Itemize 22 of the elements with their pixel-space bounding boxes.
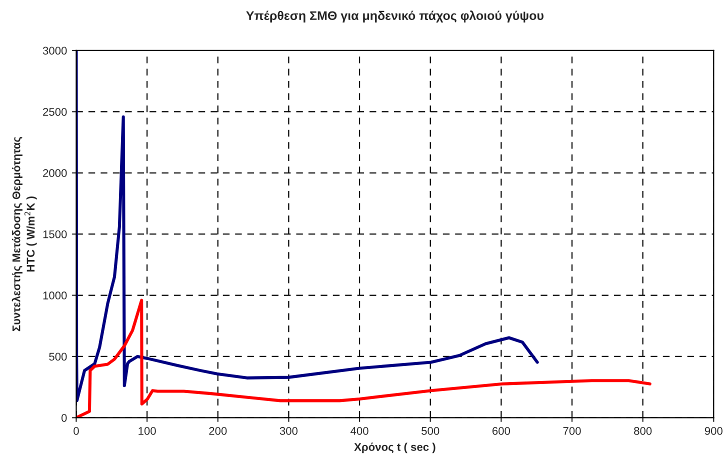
line-series — [76, 298, 652, 418]
x-tick-label: 800 — [634, 427, 652, 435]
y-tick-label: 1500 — [43, 230, 67, 238]
x-tick-label: 400 — [350, 427, 368, 435]
y-axis-title: Συντελεστής Μετάδοσης Θερμότητας HTC ( W/m$^{2}$K ) — [12, 136, 37, 332]
x-tick-label: 300 — [280, 427, 298, 435]
x-axis-title: Χρόνος t ( sec ) — [354, 442, 436, 454]
x-tick-label: 100 — [138, 427, 156, 435]
x-tick-label: 500 — [422, 427, 440, 435]
y-tick-label: 3000 — [42, 46, 67, 55]
x-tick-label: 0 — [74, 427, 79, 435]
y-tick-label: 2000 — [43, 169, 67, 178]
y-tick-label: 1000 — [43, 292, 67, 300]
y-tick-label: 2500 — [43, 108, 67, 116]
x-tick-label: 900 — [704, 427, 722, 435]
y-tick-label: 0 — [61, 414, 67, 422]
line-series — [76, 50, 539, 402]
y-tick-label: 500 — [49, 352, 67, 361]
x-tick-label: 700 — [563, 427, 581, 435]
chart-title: Υπέρθεση ΣΜΘ για μηδενικό πάχος φλοιού γύψου — [246, 10, 544, 23]
x-tick-label: 600 — [492, 427, 510, 435]
x-tick-label: 200 — [209, 427, 227, 435]
